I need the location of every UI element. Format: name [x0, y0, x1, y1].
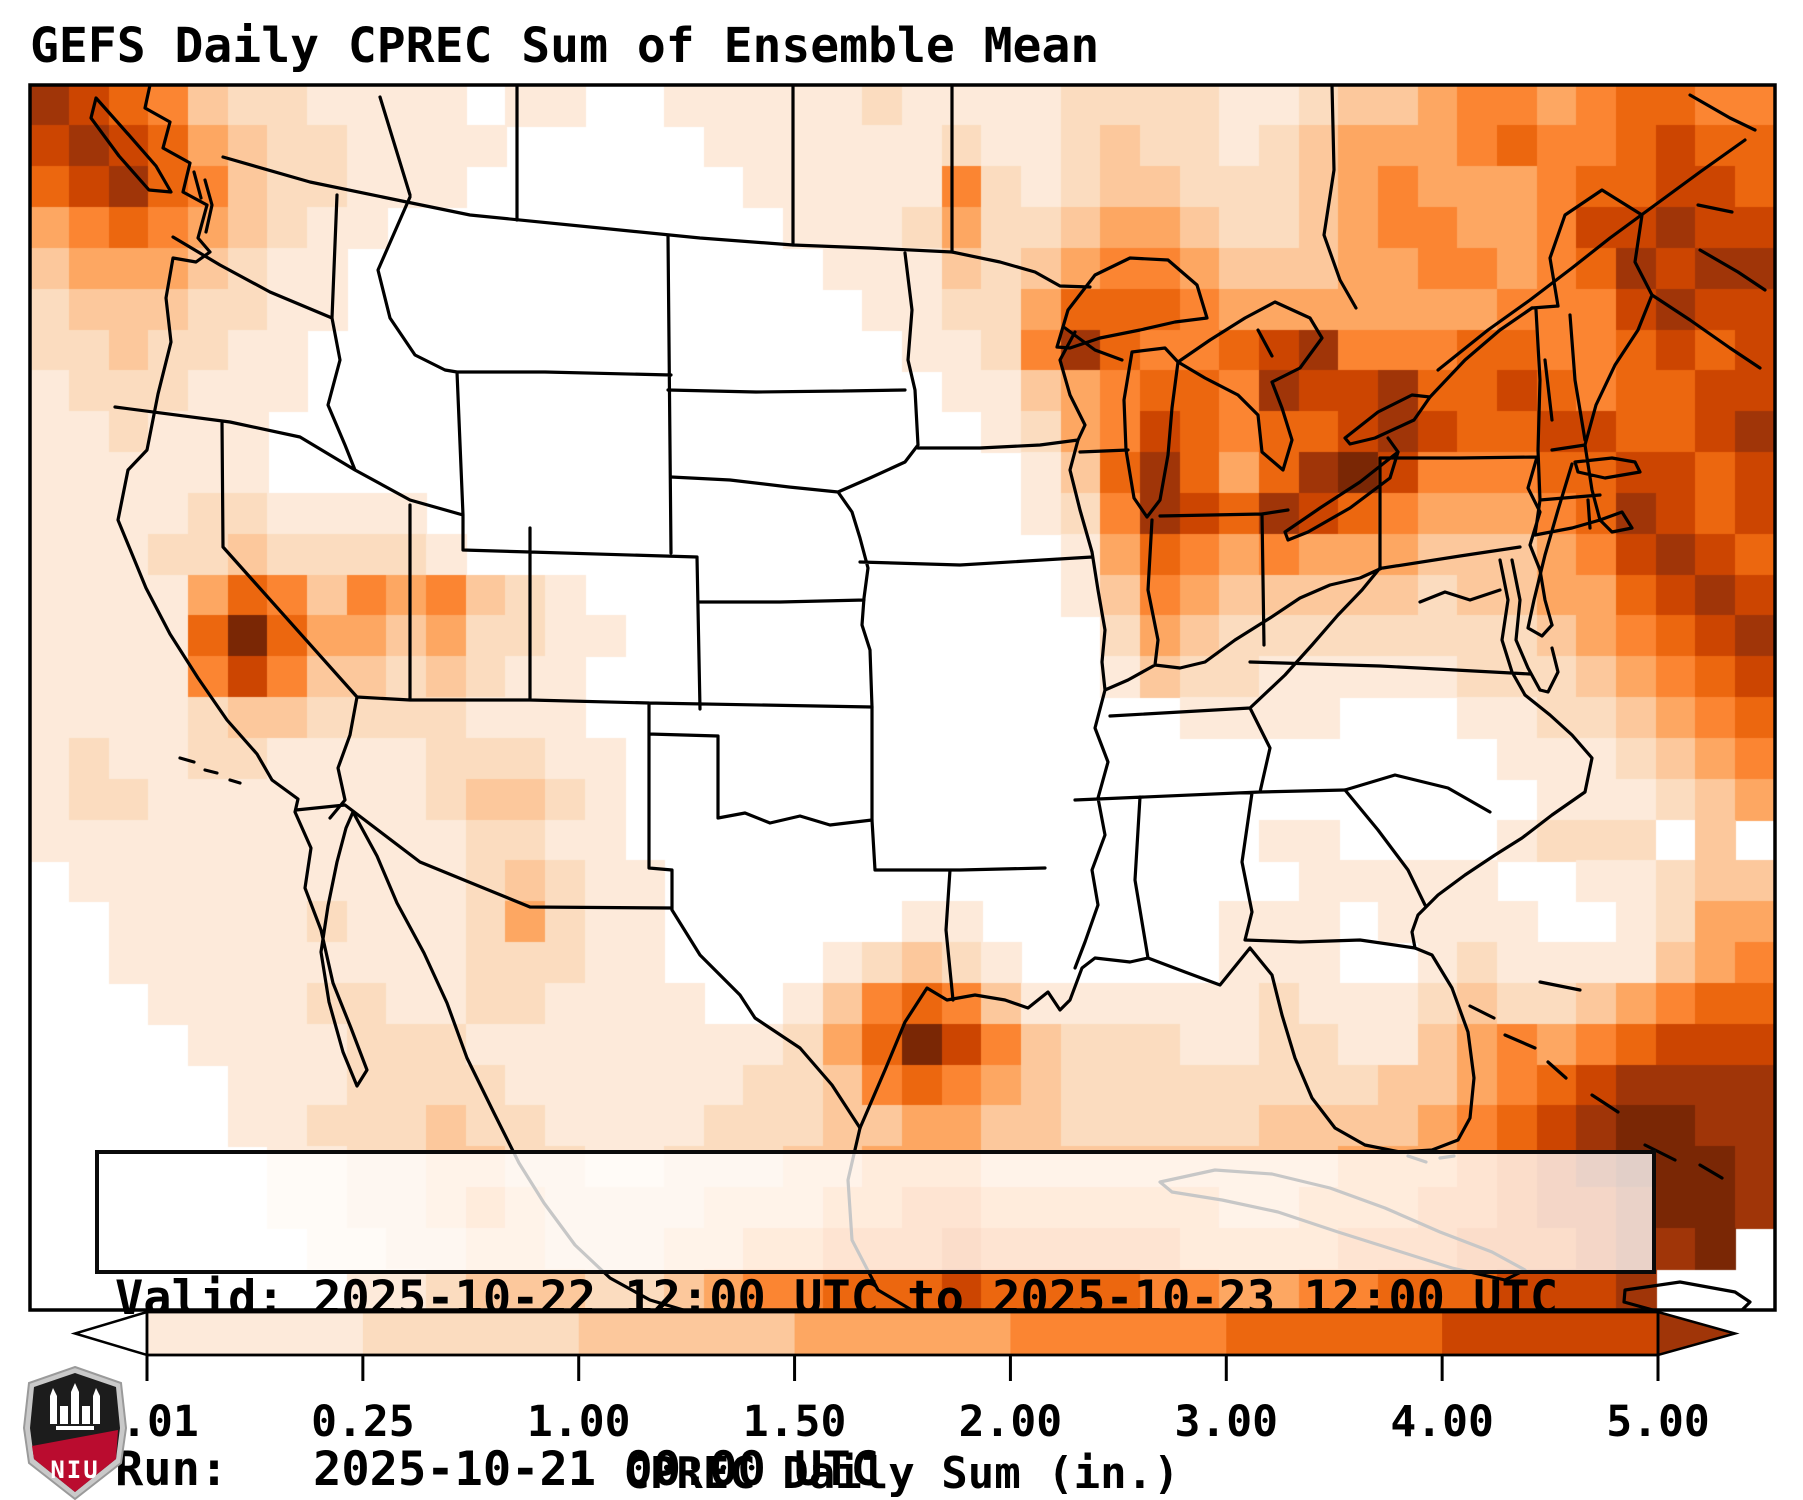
lake-superior: [1055, 256, 1209, 350]
run-time-text: Run: 2025-10-21 00:00 UTC: [115, 1442, 880, 1497]
logo-castle-icon: [50, 1383, 100, 1430]
niu-logo: NIU: [22, 1366, 128, 1500]
chart-title: GEFS Daily CPREC Sum of Ensemble Mean: [30, 18, 1100, 74]
colorbar-segment: [362, 1312, 580, 1355]
info-box: Valid: 2025-10-22 12:00 UTC to 2025-10-2…: [95, 1150, 1656, 1497]
puget-sound-lines: [192, 170, 214, 234]
colorbar-segment: [1226, 1312, 1443, 1355]
state-borders-east: [1248, 304, 1602, 907]
hispaniola-coastline: [1622, 1280, 1752, 1310]
colorbar-under-arrow: [70, 1310, 149, 1357]
colorbar-tick-label: 4.00: [1390, 1397, 1494, 1447]
colorbar-segment: [794, 1312, 1012, 1355]
logo-red-ribbon: [32, 1430, 118, 1492]
lake-ontario: [1343, 393, 1432, 446]
lake-michigan: [1122, 346, 1180, 519]
colorbar-tick-label: 5.00: [1606, 1397, 1710, 1447]
lake-huron: [1176, 300, 1324, 472]
colorbar-tick-label: 2.00: [959, 1397, 1063, 1447]
colorbar-tick-label: 0.25: [311, 1397, 415, 1447]
colorbar-over-arrow: [1656, 1310, 1740, 1357]
lake-erie: [1283, 450, 1400, 542]
colorbar-tick-label: 3.00: [1175, 1397, 1279, 1447]
logo-text: NIU: [50, 1456, 99, 1484]
colorbar-segment: [578, 1312, 796, 1355]
colorbar-segment: [1442, 1312, 1659, 1355]
colorbar-segment: [1010, 1312, 1227, 1355]
georgian-bay-line: [1256, 328, 1274, 358]
map-frame: [28, 83, 1777, 1312]
colorbar-caption: CPREC Daily Sum (in.): [623, 1448, 1180, 1499]
niagara-line: [1386, 436, 1400, 454]
precip-heatmap: [30, 85, 1775, 1310]
colorbar-outline: [145, 1310, 1660, 1357]
vancouver-island: [89, 96, 173, 194]
colorbar-tick-label: 1.50: [743, 1397, 847, 1447]
province-borders: [378, 85, 1358, 310]
colorbar-tick-label: 1.00: [527, 1397, 631, 1447]
st-lawrence-coastlines: [1436, 93, 1767, 372]
channel-islands: [178, 756, 242, 785]
colorbar-segment: [147, 1312, 364, 1355]
state-borders-central: [666, 251, 1417, 1002]
state-borders-west: [113, 193, 874, 1130]
atlantic-coastline: [858, 188, 1654, 1154]
